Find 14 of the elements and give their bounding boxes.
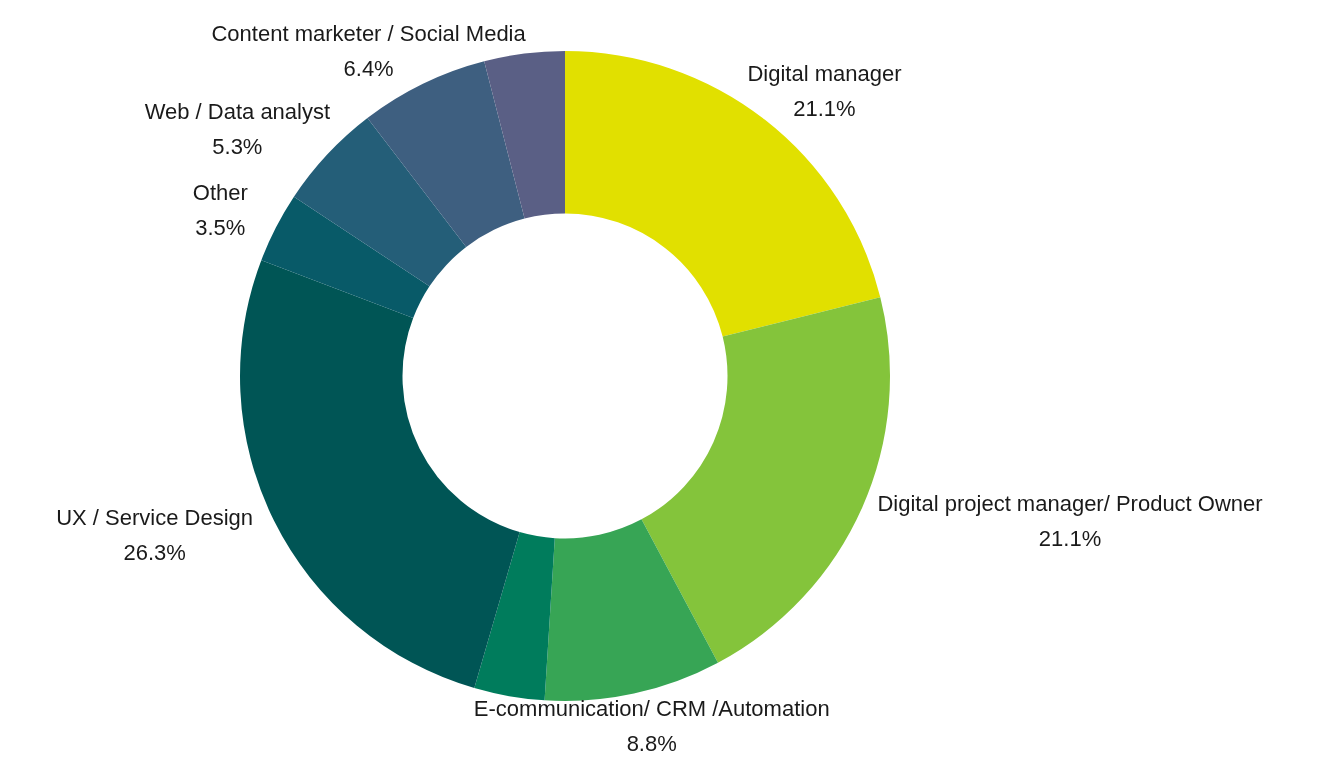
slice-label: Digital project manager/ Product Owner bbox=[877, 490, 1263, 516]
data-label: 21.1% bbox=[793, 95, 856, 121]
data-label: 8.8% bbox=[626, 731, 677, 757]
slice-label: Other bbox=[192, 180, 248, 206]
slice-label: E-communication/ CRM /Automation bbox=[473, 696, 830, 722]
slice-label: Web / Data analyst bbox=[144, 98, 331, 124]
data-label: 26.3% bbox=[123, 539, 186, 565]
data-label: 5.3% bbox=[212, 133, 263, 159]
data-label: 3.5% bbox=[195, 215, 246, 241]
data-label: 6.4% bbox=[343, 55, 394, 81]
slice-label: Digital manager bbox=[747, 60, 902, 86]
slice-label: UX / Service Design bbox=[56, 504, 254, 530]
data-label: 21.1% bbox=[1038, 525, 1102, 551]
slice-label: Content marketer / Social Media bbox=[211, 20, 527, 46]
